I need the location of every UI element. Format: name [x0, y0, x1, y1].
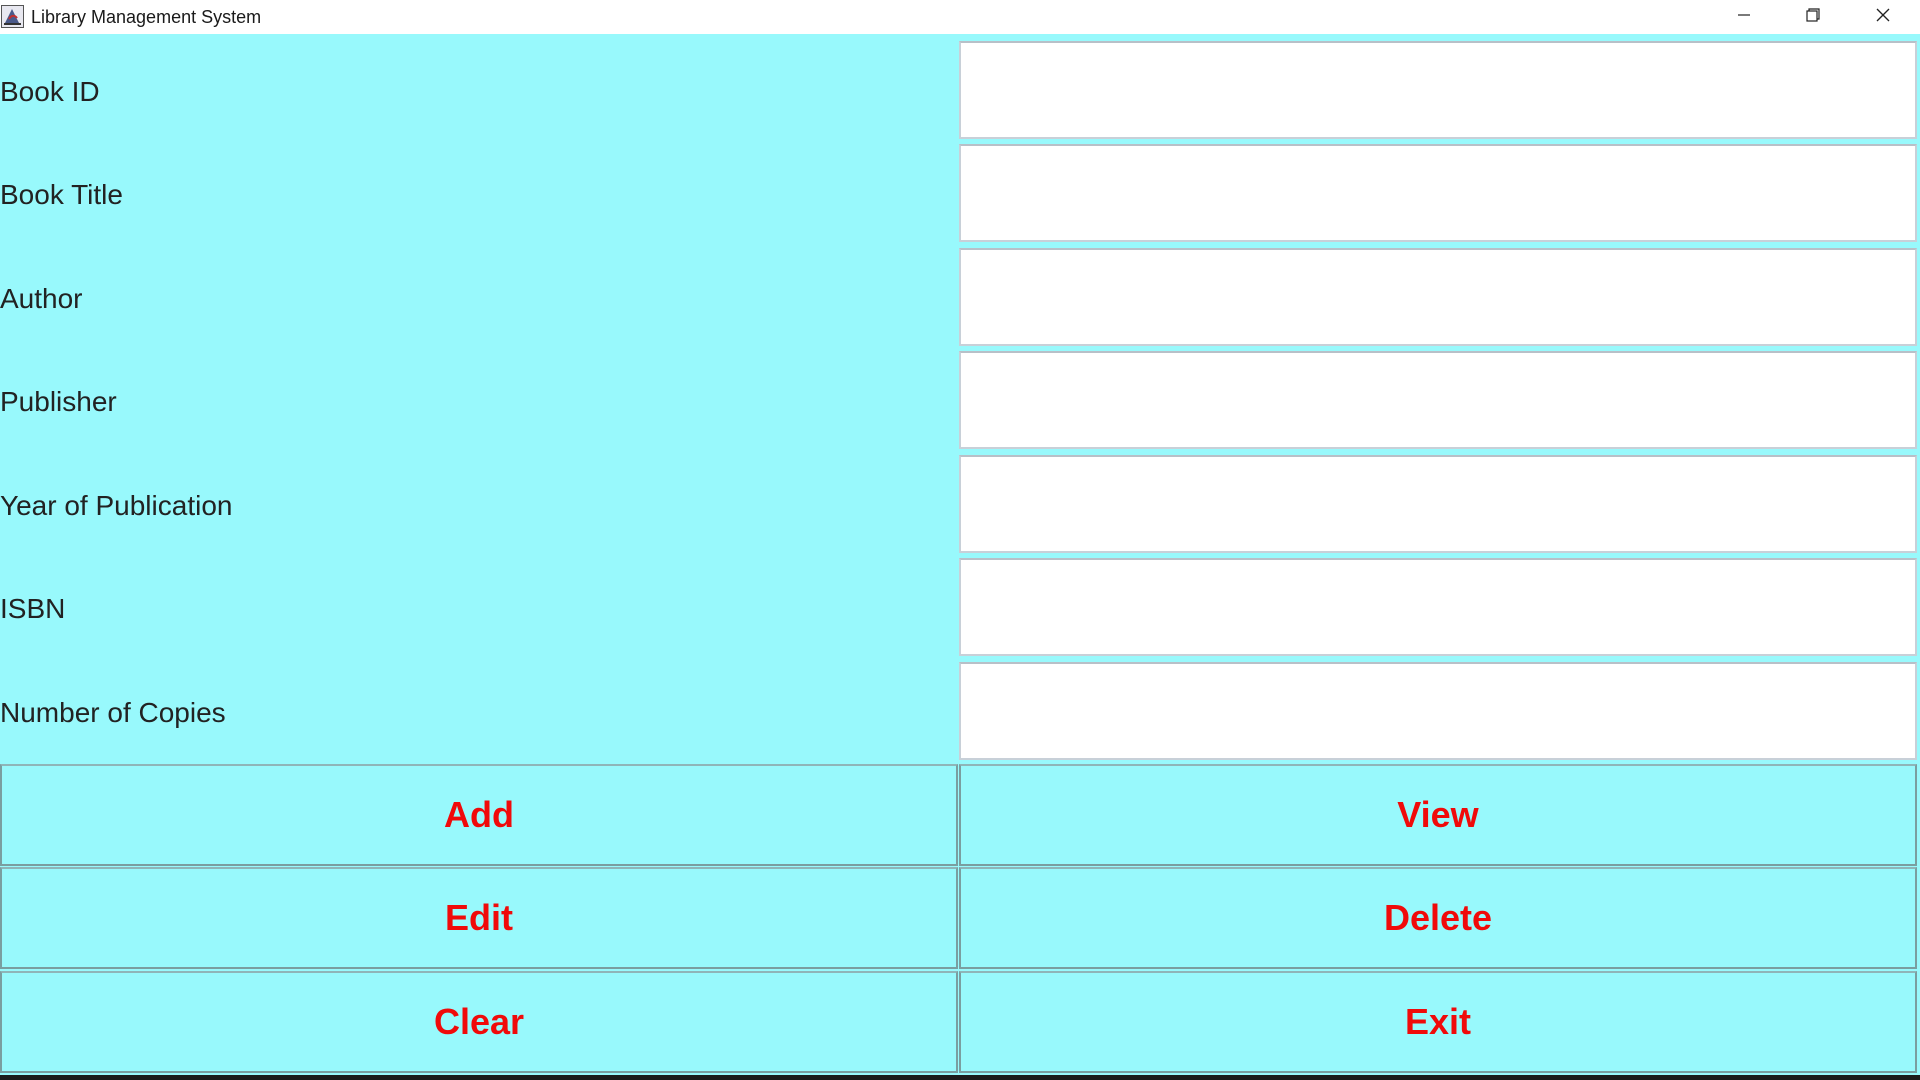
- publisher-field[interactable]: [959, 351, 1917, 449]
- exit-button[interactable]: Exit: [959, 971, 1917, 1073]
- java-app-icon: [1, 5, 24, 28]
- author-field[interactable]: [959, 248, 1917, 346]
- window-title: Library Management System: [31, 7, 262, 27]
- edit-button[interactable]: Edit: [0, 867, 958, 969]
- delete-button[interactable]: Delete: [959, 867, 1917, 969]
- minimize-button[interactable]: [1709, 0, 1779, 34]
- year-of-publication-field[interactable]: [959, 455, 1917, 553]
- close-button[interactable]: [1848, 0, 1918, 34]
- isbn-field[interactable]: [959, 558, 1917, 656]
- view-button[interactable]: View: [959, 764, 1917, 866]
- book-title-label: Book Title: [0, 178, 123, 210]
- add-button[interactable]: Add: [0, 764, 958, 866]
- clear-button[interactable]: Clear: [0, 971, 958, 1073]
- isbn-label: ISBN: [0, 592, 66, 624]
- number-of-copies-field[interactable]: [959, 662, 1917, 760]
- publisher-label: Publisher: [0, 385, 117, 417]
- book-id-field[interactable]: [959, 41, 1917, 139]
- close-icon: [1875, 7, 1891, 28]
- number-of-copies-label: Number of Copies: [0, 696, 226, 728]
- restore-icon: [1805, 7, 1821, 28]
- minimize-icon: [1736, 7, 1752, 28]
- book-title-field[interactable]: [959, 144, 1917, 242]
- title-bar[interactable]: Library Management System: [0, 0, 1920, 34]
- restore-button[interactable]: [1778, 0, 1848, 34]
- year-of-publication-label: Year of Publication: [0, 489, 233, 521]
- taskbar-edge: [0, 1075, 1920, 1080]
- author-label: Author: [0, 282, 83, 314]
- book-id-label: Book ID: [0, 75, 100, 107]
